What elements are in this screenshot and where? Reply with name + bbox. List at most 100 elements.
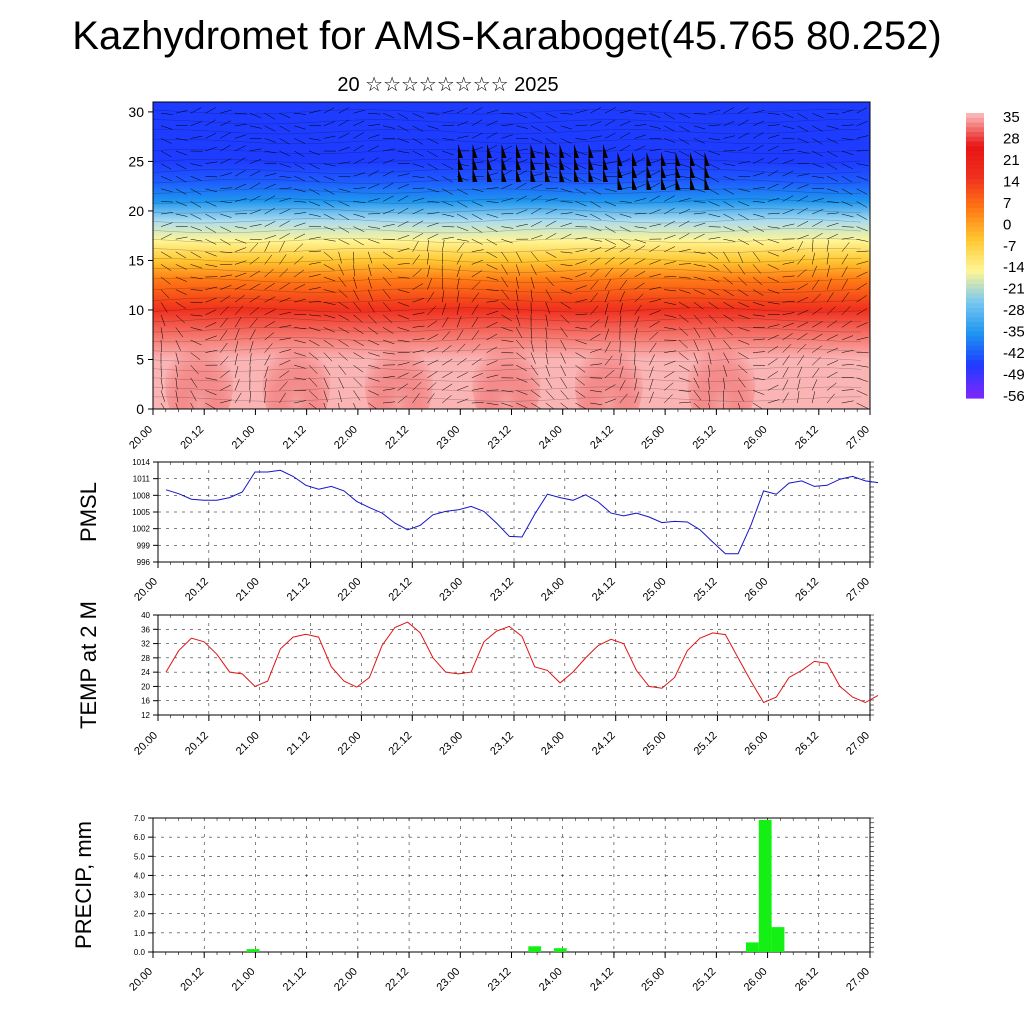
wind-barb <box>767 170 779 177</box>
colorbar-swatch <box>966 141 984 147</box>
wind-barb <box>175 264 187 270</box>
wind-barb <box>397 301 410 307</box>
wind-barb <box>590 238 603 242</box>
wind-barb <box>338 314 350 321</box>
wind-barb <box>723 276 734 285</box>
jet-flag <box>690 176 695 190</box>
jet-flag <box>530 156 536 170</box>
colorbar-swatch <box>966 336 984 342</box>
wind-barb <box>323 352 333 362</box>
wind-barb <box>338 390 342 403</box>
wind-barb <box>752 264 761 274</box>
wind-barb <box>797 184 809 190</box>
wind-barb <box>619 144 631 152</box>
wind-barb <box>856 188 868 195</box>
wind-barb <box>264 125 276 132</box>
wind-barb <box>249 295 261 303</box>
wind-barb <box>841 389 854 391</box>
wind-barb <box>649 342 657 353</box>
wind-barb <box>264 343 273 353</box>
wind-barb <box>841 226 854 228</box>
cross-section-ytick-label: 30 <box>128 104 144 120</box>
wind-barb <box>220 158 232 164</box>
wind-barb <box>294 339 306 344</box>
wind-barb <box>738 107 749 114</box>
wind-barb <box>560 339 567 351</box>
wind-barb <box>545 314 549 327</box>
wind-barb <box>782 159 794 164</box>
wind-barb <box>205 161 218 164</box>
wind-barb <box>693 301 704 310</box>
wind-barb <box>812 198 824 202</box>
wind-barb <box>219 342 228 353</box>
wind-barb <box>664 125 675 132</box>
wind-barb <box>294 243 304 252</box>
wind-barb <box>826 292 834 303</box>
wind-barb <box>664 150 677 154</box>
wind-barb <box>575 339 587 345</box>
wind-barb <box>797 240 804 252</box>
wind-barb <box>619 340 621 353</box>
precip-bar <box>553 948 567 952</box>
colorbar-swatch <box>966 241 984 247</box>
wind-barb <box>279 325 292 328</box>
wind-barb <box>249 318 258 328</box>
jet-flag <box>574 168 579 182</box>
wind-barb <box>634 112 647 115</box>
cross-section-xtick-label: 23.00 <box>434 424 462 452</box>
wind-barb <box>826 201 839 203</box>
wind-barb <box>782 275 795 278</box>
wind-barb <box>841 364 854 366</box>
wind-barb <box>308 377 318 387</box>
wind-barb <box>368 157 379 164</box>
wind-barb <box>471 281 481 290</box>
wind-barb <box>560 264 573 267</box>
wind-barb <box>294 284 306 290</box>
wind-barb <box>501 183 513 190</box>
wind-barb <box>397 150 410 154</box>
wind-barb <box>264 268 274 278</box>
wind-barb <box>249 329 256 341</box>
wind-barb <box>323 213 335 220</box>
wind-barb <box>530 402 542 409</box>
wind-barb <box>308 124 322 127</box>
wind-barb <box>323 365 331 376</box>
jet-flag <box>675 164 681 178</box>
wind-barb <box>738 289 749 297</box>
wind-barb <box>234 284 246 290</box>
wind-barb <box>486 360 498 366</box>
wind-barb <box>368 112 381 115</box>
colorbar-swatch <box>966 222 984 228</box>
wind-barb <box>368 213 381 215</box>
wind-barb <box>826 320 838 328</box>
precip-xtick-label: 22.12 <box>383 966 411 994</box>
page-title: Kazhydromet for AMS-Karaboget(45.765 80.… <box>72 14 942 58</box>
wind-barb <box>693 402 701 409</box>
temp-ytick-label: 12 <box>141 711 150 720</box>
cross-section-xtick-label: 23.12 <box>486 424 514 452</box>
pmsl-xtick-label: 25.00 <box>641 576 669 604</box>
wind-barb <box>515 264 521 276</box>
wind-barb <box>471 107 483 114</box>
wind-barb <box>604 290 610 303</box>
wind-barb <box>664 207 675 215</box>
contour-line <box>153 159 862 164</box>
wind-barb <box>456 188 468 195</box>
wind-barb <box>797 150 810 154</box>
wind-barb <box>516 377 528 383</box>
wind-barb <box>397 247 410 253</box>
wind-barb <box>752 390 765 395</box>
temp-xtick-label: 21.12 <box>285 730 313 758</box>
wind-barb <box>856 213 868 220</box>
wind-barb <box>397 125 409 132</box>
wind-barb <box>516 182 527 190</box>
wind-barb <box>649 209 661 215</box>
wind-barb <box>427 138 439 144</box>
wind-barb <box>338 365 347 375</box>
colorbar-swatch <box>966 217 984 223</box>
wind-barb <box>767 399 780 404</box>
pmsl-xtick-label: 23.12 <box>488 576 516 604</box>
wind-barb <box>175 138 188 141</box>
wind-barb <box>575 109 588 114</box>
wind-barb <box>752 402 763 409</box>
